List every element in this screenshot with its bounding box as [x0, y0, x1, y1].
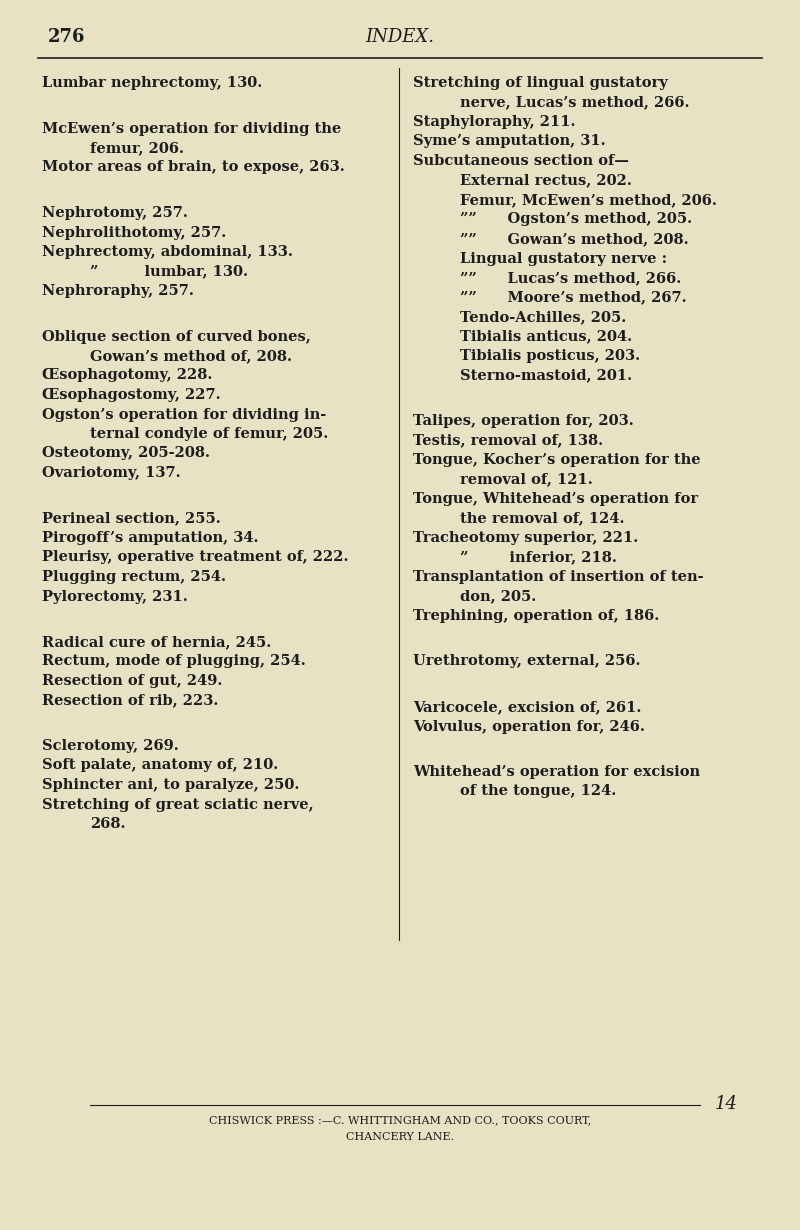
Text: Pleurisy, operative treatment of, 222.: Pleurisy, operative treatment of, 222.	[42, 551, 349, 565]
Text: Syme’s amputation, 31.: Syme’s amputation, 31.	[413, 134, 606, 149]
Text: Tibialis posticus, 203.: Tibialis posticus, 203.	[460, 349, 640, 363]
Text: Transplantation of insertion of ten-: Transplantation of insertion of ten-	[413, 569, 704, 584]
Text: Tongue, Whitehead’s operation for: Tongue, Whitehead’s operation for	[413, 492, 698, 506]
Text: Whitehead’s operation for excision: Whitehead’s operation for excision	[413, 765, 700, 779]
Text: Femur, McEwen’s method, 206.: Femur, McEwen’s method, 206.	[460, 193, 717, 207]
Text: don, 205.: don, 205.	[460, 589, 536, 604]
Text: ternal condyle of femur, 205.: ternal condyle of femur, 205.	[90, 427, 328, 442]
Text: ””      Moore’s method, 267.: ”” Moore’s method, 267.	[460, 290, 686, 305]
Text: Talipes, operation for, 203.: Talipes, operation for, 203.	[413, 415, 634, 428]
Text: Nephrotomy, 257.: Nephrotomy, 257.	[42, 205, 188, 220]
Text: Ogston’s operation for dividing in-: Ogston’s operation for dividing in-	[42, 407, 326, 422]
Text: Urethrotomy, external, 256.: Urethrotomy, external, 256.	[413, 654, 641, 668]
Text: Pirogoff’s amputation, 34.: Pirogoff’s amputation, 34.	[42, 531, 258, 545]
Text: Sphincter ani, to paralyze, 250.: Sphincter ani, to paralyze, 250.	[42, 779, 299, 792]
Text: Motor areas of brain, to expose, 263.: Motor areas of brain, to expose, 263.	[42, 160, 345, 175]
Text: Nephrectomy, abdominal, 133.: Nephrectomy, abdominal, 133.	[42, 245, 293, 260]
Text: Resection of rib, 223.: Resection of rib, 223.	[42, 694, 218, 707]
Text: Tendo-Achilles, 205.: Tendo-Achilles, 205.	[460, 310, 626, 323]
Text: Tracheotomy superior, 221.: Tracheotomy superior, 221.	[413, 531, 638, 545]
Text: ””      Lucas’s method, 266.: ”” Lucas’s method, 266.	[460, 271, 682, 285]
Text: Stretching of great sciatic nerve,: Stretching of great sciatic nerve,	[42, 797, 314, 812]
Text: Pylorectomy, 231.: Pylorectomy, 231.	[42, 589, 188, 604]
Text: Osteotomy, 205-208.: Osteotomy, 205-208.	[42, 446, 210, 460]
Text: Tongue, Kocher’s operation for the: Tongue, Kocher’s operation for the	[413, 453, 701, 467]
Text: of the tongue, 124.: of the tongue, 124.	[460, 785, 616, 798]
Text: Soft palate, anatomy of, 210.: Soft palate, anatomy of, 210.	[42, 759, 278, 772]
Text: ””      Ogston’s method, 205.: ”” Ogston’s method, 205.	[460, 213, 692, 226]
Text: Ovariotomy, 137.: Ovariotomy, 137.	[42, 466, 181, 480]
Text: Volvulus, operation for, 246.: Volvulus, operation for, 246.	[413, 720, 645, 733]
Text: Nephroraphy, 257.: Nephroraphy, 257.	[42, 284, 194, 298]
Text: Sclerotomy, 269.: Sclerotomy, 269.	[42, 739, 178, 753]
Text: Nephrolithotomy, 257.: Nephrolithotomy, 257.	[42, 225, 226, 240]
Text: Plugging rectum, 254.: Plugging rectum, 254.	[42, 569, 226, 584]
Text: ””      Gowan’s method, 208.: ”” Gowan’s method, 208.	[460, 232, 689, 246]
Text: CHANCERY LANE.: CHANCERY LANE.	[346, 1132, 454, 1141]
Text: Œsophagostomy, 227.: Œsophagostomy, 227.	[42, 387, 221, 402]
Text: Lumbar nephrectomy, 130.: Lumbar nephrectomy, 130.	[42, 76, 262, 90]
Text: 14: 14	[715, 1095, 738, 1113]
Text: Resection of gut, 249.: Resection of gut, 249.	[42, 674, 222, 688]
Text: Subcutaneous section of—: Subcutaneous section of—	[413, 154, 629, 169]
Text: Trephining, operation of, 186.: Trephining, operation of, 186.	[413, 609, 659, 624]
Text: External rectus, 202.: External rectus, 202.	[460, 173, 632, 187]
Text: Oblique section of curved bones,: Oblique section of curved bones,	[42, 330, 310, 343]
Text: Perineal section, 255.: Perineal section, 255.	[42, 512, 221, 525]
Text: femur, 206.: femur, 206.	[90, 141, 184, 155]
Text: ”        inferior, 218.: ” inferior, 218.	[460, 551, 617, 565]
Text: Lingual gustatory nerve :: Lingual gustatory nerve :	[460, 251, 667, 266]
Text: Œsophagotomy, 228.: Œsophagotomy, 228.	[42, 369, 212, 383]
Text: the removal of, 124.: the removal of, 124.	[460, 512, 625, 525]
Text: Tibialis anticus, 204.: Tibialis anticus, 204.	[460, 330, 632, 343]
Text: nerve, Lucas’s method, 266.: nerve, Lucas’s method, 266.	[460, 96, 690, 109]
Text: Varicocele, excision of, 261.: Varicocele, excision of, 261.	[413, 700, 642, 713]
Text: Sterno-mastoid, 201.: Sterno-mastoid, 201.	[460, 369, 632, 383]
Text: Gowan’s method of, 208.: Gowan’s method of, 208.	[90, 349, 292, 363]
Text: 276: 276	[48, 28, 86, 46]
Text: Radical cure of hernia, 245.: Radical cure of hernia, 245.	[42, 635, 271, 649]
Text: ”         lumbar, 130.: ” lumbar, 130.	[90, 264, 248, 278]
Text: Testis, removal of, 138.: Testis, removal of, 138.	[413, 433, 603, 448]
Text: McEwen’s operation for dividing the: McEwen’s operation for dividing the	[42, 122, 342, 135]
Text: Stretching of lingual gustatory: Stretching of lingual gustatory	[413, 76, 668, 90]
Text: 268.: 268.	[90, 817, 126, 831]
Text: Staphyloraphy, 211.: Staphyloraphy, 211.	[413, 114, 575, 129]
Text: Rectum, mode of plugging, 254.: Rectum, mode of plugging, 254.	[42, 654, 306, 668]
Text: INDEX.: INDEX.	[366, 28, 434, 46]
Text: CHISWICK PRESS :—C. WHITTINGHAM AND CO., TOOKS COURT,: CHISWICK PRESS :—C. WHITTINGHAM AND CO.,…	[209, 1116, 591, 1125]
Text: removal of, 121.: removal of, 121.	[460, 472, 593, 487]
